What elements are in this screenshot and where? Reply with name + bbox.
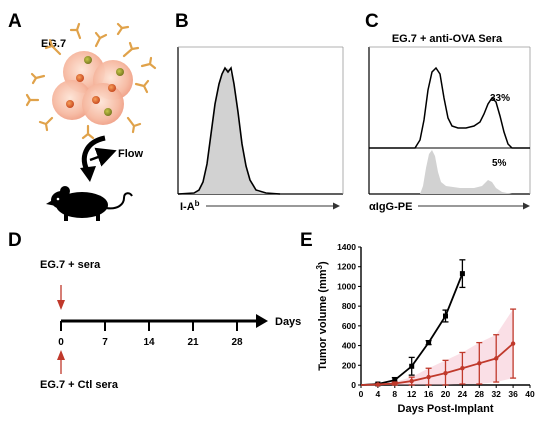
sera-arrow-icon — [57, 285, 65, 310]
timeline-tick-label: 14 — [143, 337, 155, 348]
ia-b-histogram — [177, 66, 281, 195]
data-point — [477, 361, 482, 366]
data-point — [460, 366, 465, 371]
x-axis-label-b: I-Ab — [180, 199, 340, 213]
days-label: Days — [275, 316, 301, 328]
x-tick-label: 16 — [424, 389, 434, 399]
y-tick-label: 200 — [342, 360, 356, 370]
curved-arrow-icon — [80, 135, 117, 182]
data-point — [392, 381, 397, 386]
timeline-tick-label: 28 — [231, 337, 243, 348]
tumor-volume-chart: 0 200 400 600 800 1000 1200 1400 0 4 8 12 16 20 24 28 32… — [315, 242, 535, 415]
x-tick-label: 28 — [475, 389, 485, 399]
control-histogram — [369, 150, 512, 194]
panel-c: C EG.7 + anti-OVA Sera 33% 5% αIgG-PE — [365, 11, 531, 213]
x-tick-label: 0 — [359, 389, 364, 399]
x-tick-label: 32 — [491, 389, 501, 399]
data-point — [409, 378, 414, 384]
y-tick-label: 1400 — [337, 242, 356, 252]
x-tick-label: 40 — [525, 389, 535, 399]
series-2 — [360, 308, 517, 387]
ctl-sera-arrow-icon — [57, 350, 65, 374]
y-tick-label: 0 — [351, 380, 356, 390]
data-point — [409, 363, 415, 369]
control-label: EG.7 + Ctl sera — [40, 379, 119, 391]
x-tick-label: 36 — [508, 389, 518, 399]
panel-letter-c: C — [365, 11, 379, 32]
panel-d: D EG.7 + sera EG.7 + Ctl sera 0 7 14 21 28 D… — [8, 230, 301, 391]
panel-letter-a: A — [8, 11, 22, 32]
anti-ova-histogram — [369, 66, 530, 149]
data-point — [375, 382, 381, 387]
data-point — [443, 370, 448, 376]
x-tick-label: 24 — [458, 389, 468, 399]
data-point — [510, 341, 516, 346]
histogram-b — [177, 46, 344, 195]
y-tick-label: 800 — [342, 301, 356, 311]
panel-letter-e: E — [300, 230, 313, 251]
x-tick-label: 8 — [392, 389, 397, 399]
y-tick-label: 600 — [342, 321, 356, 331]
y-tick-label: 400 — [342, 341, 356, 351]
treatment-label: EG.7 + sera — [40, 259, 101, 271]
timeline: 0 7 14 21 28 — [58, 314, 268, 348]
series-line — [360, 342, 514, 386]
data-point — [426, 374, 431, 380]
x-tick-label: 20 — [441, 389, 451, 399]
timeline-tick-label: 7 — [102, 337, 108, 348]
histogram-c — [368, 46, 531, 195]
y-tick-label: 1000 — [337, 281, 356, 291]
panel-letter-d: D — [8, 230, 22, 251]
y-tick-label: 1200 — [337, 262, 356, 272]
panel-a: A EG.7 — [8, 11, 157, 221]
panel-letter-b: B — [175, 11, 189, 32]
x-axis-label: Days Post-Implant — [398, 403, 494, 415]
panel-e: E 0 200 400 600 800 1000 1200 1400 0 4 8 12 16 20 24 28… — [300, 230, 535, 415]
timeline-tick-label: 21 — [187, 337, 199, 348]
data-point — [494, 356, 499, 361]
data-point — [392, 377, 398, 383]
y-axis-label: Tumor volume (mm3) — [315, 261, 329, 371]
data-point — [459, 271, 465, 277]
mouse-icon — [46, 186, 133, 221]
tumor-cell-cluster-icon — [52, 51, 133, 125]
isotype-histogram — [178, 68, 270, 194]
timeline-tick-label: 0 — [58, 337, 64, 348]
panel-b: B I-Ab — [175, 11, 344, 213]
data-point — [443, 313, 448, 319]
panel-c-title: EG.7 + anti-OVA Sera — [392, 33, 503, 45]
upper-percentage: 33% — [490, 93, 510, 104]
aigg-pe-label: αIgG-PE — [369, 201, 412, 213]
x-tick-label: 4 — [376, 389, 381, 399]
ia-label: I-Ab — [180, 199, 200, 213]
data-point — [426, 340, 432, 346]
antibody-icon — [25, 22, 157, 140]
flow-label: Flow — [118, 148, 143, 160]
x-tick-label: 12 — [407, 389, 417, 399]
lower-percentage: 5% — [492, 158, 507, 169]
